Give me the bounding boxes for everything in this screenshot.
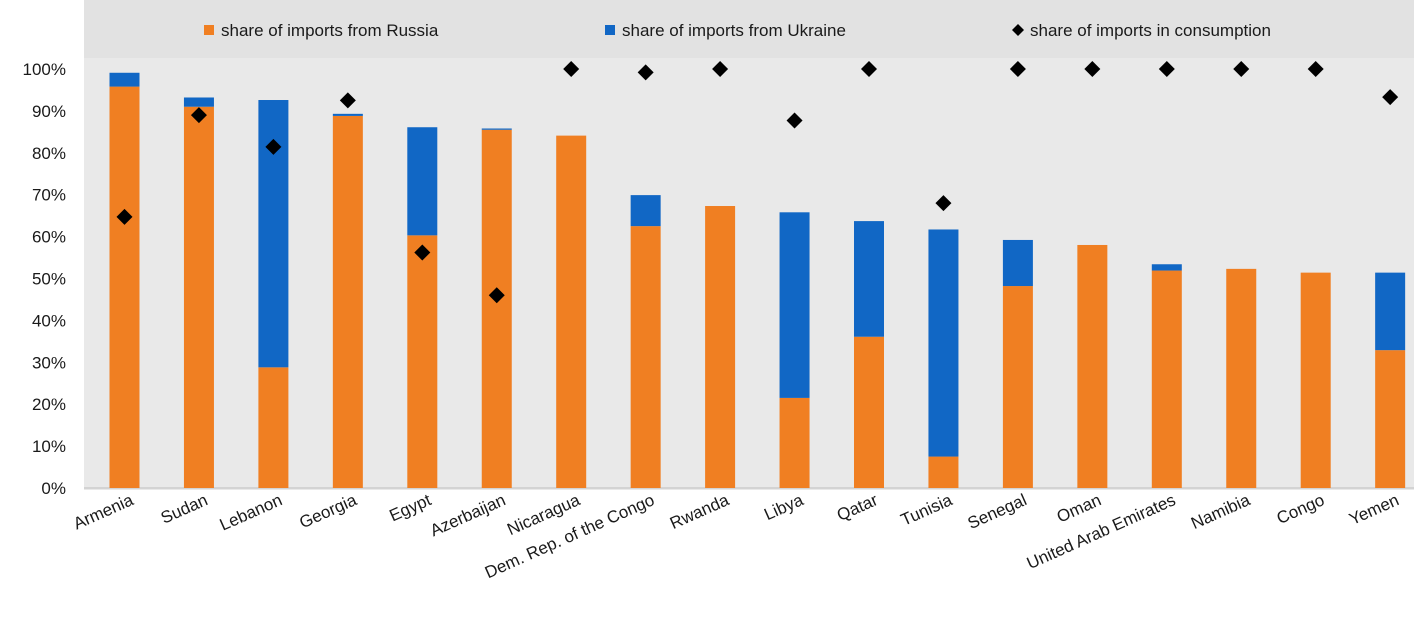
bars: [109, 72, 1406, 489]
marker-consumption: [190, 107, 207, 124]
x-category-label: Georgia: [296, 490, 359, 532]
x-category-label: Egypt: [386, 490, 434, 525]
marker-consumption: [935, 195, 952, 212]
marker-consumption: [1158, 61, 1175, 77]
bar-ukraine: [1375, 272, 1406, 351]
y-tick-label: 10%: [32, 437, 66, 456]
y-tick-label: 70%: [32, 186, 66, 205]
x-category-label: Rwanda: [667, 490, 732, 533]
marker-consumption: [339, 92, 356, 109]
bar-russia: [1151, 270, 1182, 488]
bar-russia: [1300, 272, 1331, 488]
marker-consumption: [1084, 61, 1101, 77]
legend-label: share of imports from Ukraine: [622, 21, 846, 40]
markers: [116, 61, 1399, 304]
bar-russia: [1375, 350, 1406, 488]
bar-ukraine: [928, 229, 959, 457]
bar-ukraine: [630, 195, 661, 227]
bar-ukraine: [481, 128, 512, 130]
bar-ukraine: [1151, 264, 1182, 271]
marker-consumption: [116, 208, 133, 225]
bar-russia: [705, 206, 736, 488]
x-category-label: Yemen: [1346, 490, 1402, 529]
legend-swatch: [1012, 24, 1024, 36]
legend-label: share of imports in consumption: [1030, 21, 1271, 40]
bar-ukraine: [109, 72, 140, 87]
y-tick-label: 20%: [32, 395, 66, 414]
marker-consumption: [1382, 89, 1399, 106]
bar-ukraine: [183, 97, 214, 107]
y-axis: 0% 10% 20% 30% 40% 50% 60% 70% 80% 90% 100%: [23, 60, 1414, 498]
y-tick-label: 50%: [32, 270, 66, 289]
x-category-label: Armenia: [71, 490, 137, 533]
legend-band: [84, 0, 1414, 58]
marker-consumption: [488, 287, 505, 304]
bar-russia: [332, 115, 363, 488]
x-category-label: Tunisia: [898, 490, 956, 530]
marker-consumption: [637, 64, 654, 81]
plot-background: [84, 0, 1414, 490]
x-category-label: Oman: [1054, 490, 1104, 526]
x-category-label: Lebanon: [217, 490, 285, 534]
bar-russia: [481, 129, 512, 488]
marker-consumption: [265, 138, 282, 155]
x-category-label: Libya: [761, 490, 806, 524]
y-tick-label: 0%: [41, 479, 66, 498]
x-axis: Armenia Sudan Lebanon Georgia EgyptAzerbaija…: [71, 490, 1402, 582]
x-category-label: Senegal: [965, 490, 1030, 533]
bar-russia: [854, 336, 884, 488]
x-category-label: Qatar: [834, 490, 881, 525]
bar-ukraine: [407, 127, 438, 236]
x-category-label: Namibia: [1188, 490, 1253, 533]
legend: share of imports from Russia share of imp…: [204, 21, 1271, 40]
legend-swatch: [204, 25, 214, 35]
bar-russia: [1002, 286, 1033, 488]
marker-consumption: [861, 61, 877, 77]
bar-russia: [928, 456, 959, 488]
marker-consumption: [1307, 61, 1324, 77]
bar-russia: [556, 135, 587, 488]
marker-consumption: [786, 112, 803, 129]
bar-russia: [109, 86, 140, 489]
y-tick-label: 40%: [32, 311, 66, 330]
bar-russia: [183, 106, 214, 489]
y-tick-label: 90%: [32, 102, 66, 121]
marker-consumption: [1009, 61, 1026, 77]
bar-ukraine: [332, 113, 363, 116]
marker-consumption: [563, 61, 580, 77]
bar-russia: [407, 235, 438, 488]
legend-swatch: [605, 25, 615, 35]
bar-ukraine: [854, 221, 884, 337]
bar-russia: [1226, 268, 1257, 488]
y-tick-label: 60%: [32, 228, 66, 247]
y-tick-label: 30%: [32, 353, 66, 372]
bar-russia: [258, 367, 289, 488]
y-tick-label: 100%: [23, 60, 66, 79]
bar-russia: [1077, 244, 1108, 488]
bar-ukraine: [779, 212, 810, 398]
y-tick-label: 80%: [32, 144, 66, 163]
marker-consumption: [414, 244, 431, 261]
bar-russia: [779, 397, 810, 488]
legend-label: share of imports from Russia: [221, 21, 439, 40]
x-category-label: Sudan: [158, 490, 211, 527]
marker-consumption: [1233, 61, 1250, 77]
marker-consumption: [712, 61, 729, 77]
x-category-label: Azerbaijan: [427, 490, 508, 540]
bar-ukraine: [1002, 239, 1033, 287]
x-category-label: Congo: [1274, 490, 1328, 528]
bar-russia: [630, 226, 661, 488]
